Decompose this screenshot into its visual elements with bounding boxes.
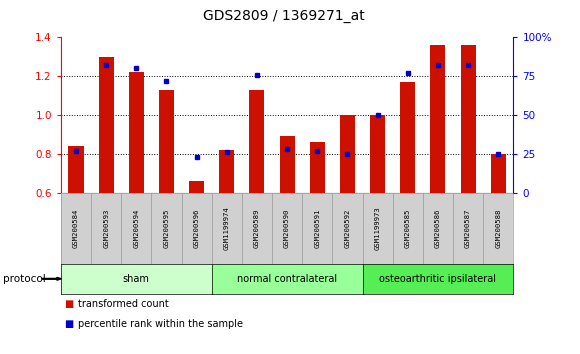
Text: ■: ■	[64, 299, 73, 309]
Text: GSM1199974: GSM1199974	[224, 206, 230, 250]
Bar	[68, 146, 84, 193]
Bar	[340, 115, 355, 193]
Text: GSM200596: GSM200596	[194, 209, 200, 248]
Text: GSM200593: GSM200593	[103, 209, 109, 248]
Bar	[159, 90, 174, 193]
Text: osteoarthritic ipsilateral: osteoarthritic ipsilateral	[379, 274, 496, 284]
Bar	[400, 82, 415, 193]
Text: percentile rank within the sample: percentile rank within the sample	[78, 319, 243, 329]
Text: GSM200592: GSM200592	[345, 209, 350, 248]
Text: GSM200584: GSM200584	[73, 209, 79, 248]
Bar	[461, 45, 476, 193]
Text: GSM200594: GSM200594	[133, 209, 139, 248]
Bar	[430, 45, 445, 193]
Text: GDS2809 / 1369271_at: GDS2809 / 1369271_at	[204, 9, 365, 23]
Text: GSM200585: GSM200585	[405, 209, 411, 248]
Text: GSM200588: GSM200588	[495, 209, 501, 248]
Bar	[280, 137, 295, 193]
Text: GSM1199973: GSM1199973	[375, 206, 380, 250]
Bar	[129, 72, 144, 193]
Text: transformed count: transformed count	[78, 299, 169, 309]
Bar	[370, 115, 385, 193]
Bar	[189, 181, 204, 193]
Bar	[219, 150, 234, 193]
Text: GSM200587: GSM200587	[465, 209, 471, 248]
Text: GSM200589: GSM200589	[254, 209, 260, 248]
Text: ■: ■	[64, 319, 73, 329]
Bar	[491, 154, 506, 193]
Text: GSM200591: GSM200591	[314, 209, 320, 248]
Bar	[249, 90, 264, 193]
Text: GSM200595: GSM200595	[164, 209, 169, 248]
Text: protocol: protocol	[3, 274, 46, 284]
Bar	[310, 142, 325, 193]
Text: normal contralateral: normal contralateral	[237, 274, 337, 284]
Text: GSM200590: GSM200590	[284, 209, 290, 248]
Text: sham: sham	[123, 274, 150, 284]
Bar	[99, 57, 114, 193]
Text: GSM200586: GSM200586	[435, 209, 441, 248]
